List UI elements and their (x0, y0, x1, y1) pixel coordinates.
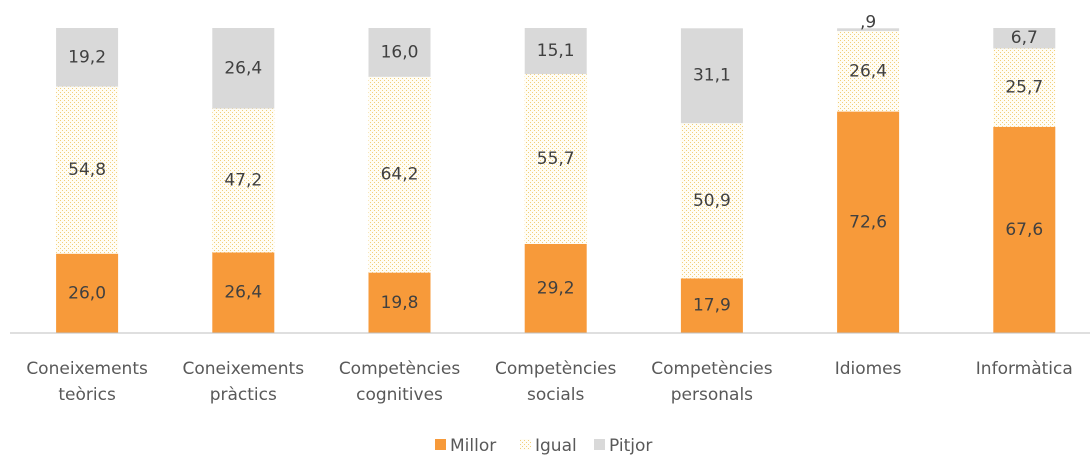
bar-segment (212, 108, 275, 253)
data-label: 25,7 (1005, 78, 1043, 98)
legend-label: Pitjor (609, 436, 652, 456)
data-label: 54,8 (68, 160, 106, 180)
x-tick-label: Competències personals (651, 359, 773, 405)
bar-segment (524, 28, 587, 75)
bar-segment (993, 48, 1056, 127)
bar-segment (680, 28, 743, 124)
data-label: 29,2 (537, 278, 575, 298)
bar-segment (368, 76, 431, 273)
bar-segment (212, 252, 275, 333)
data-label: 50,9 (693, 191, 731, 211)
bar-segment (524, 243, 587, 333)
legend-swatch (594, 439, 605, 450)
data-label: 47,2 (224, 171, 262, 191)
bar-segment (56, 86, 119, 254)
data-label: 15,1 (537, 41, 575, 61)
bar-segment (56, 28, 119, 87)
bar-segment (993, 28, 1056, 49)
data-label: 26,4 (224, 283, 262, 303)
legend-swatch (520, 439, 531, 450)
data-label: 19,2 (68, 47, 106, 67)
data-label: 55,7 (537, 149, 575, 169)
bar-segment (680, 278, 743, 333)
legend-swatch (435, 439, 446, 450)
bar-segment (837, 28, 900, 32)
data-label: 16,0 (381, 42, 419, 62)
data-label: 31,1 (693, 66, 731, 86)
bar-segment (993, 126, 1056, 333)
x-tick-label: Coneixements pràctics (183, 359, 305, 405)
bar-segment (837, 31, 900, 112)
bar-segment (368, 28, 431, 77)
bar-segment (524, 74, 587, 244)
bar-segment (680, 123, 743, 279)
x-tick-label: Competències socials (495, 359, 617, 405)
data-label: 17,9 (693, 296, 731, 316)
data-label: 72,6 (849, 212, 887, 232)
data-label: 26,4 (849, 61, 887, 81)
data-label: 19,8 (381, 293, 419, 313)
x-tick-label: Competències cognitives (339, 359, 461, 405)
data-label: 67,6 (1005, 220, 1043, 240)
x-tick-label: Informàtica (976, 359, 1073, 379)
bar-segment (368, 272, 431, 333)
bar-segment (837, 111, 900, 333)
data-label: 26,0 (68, 283, 106, 303)
legend-label: Millor (450, 436, 496, 456)
data-label: ,9 (860, 12, 876, 32)
x-tick-label: Coneixements teòrics (26, 359, 148, 405)
data-label: 64,2 (381, 165, 419, 185)
legend-label: Igual (535, 436, 577, 456)
data-label: 26,4 (224, 58, 262, 78)
bar-segment (212, 28, 275, 109)
data-label: 6,7 (1011, 28, 1038, 48)
x-tick-label: Idiomes (835, 359, 902, 379)
bar-segment (56, 253, 119, 333)
